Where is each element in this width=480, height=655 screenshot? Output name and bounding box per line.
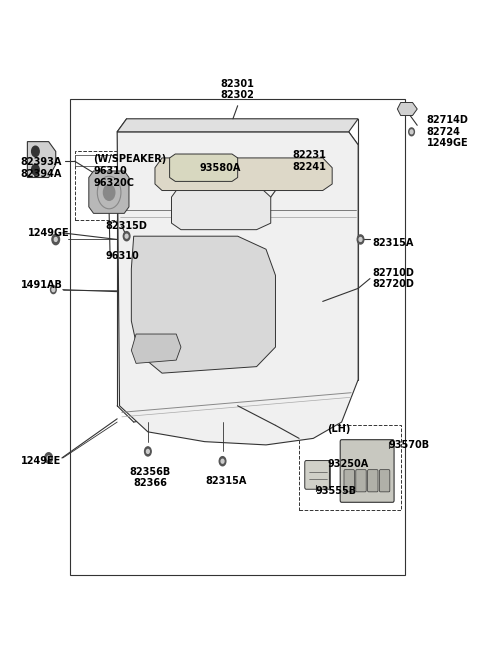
Text: 82356B
82366: 82356B 82366 [130, 467, 171, 489]
Text: 93555B: 93555B [316, 485, 357, 496]
Circle shape [123, 232, 130, 241]
FancyBboxPatch shape [211, 160, 225, 178]
Text: 1491AB: 1491AB [21, 280, 62, 290]
Circle shape [32, 146, 39, 157]
Circle shape [32, 164, 39, 175]
Circle shape [219, 457, 226, 466]
FancyBboxPatch shape [305, 460, 330, 489]
FancyBboxPatch shape [194, 160, 208, 178]
Circle shape [410, 130, 413, 134]
Polygon shape [117, 119, 358, 132]
Text: 82710D
82720D: 82710D 82720D [372, 268, 414, 290]
Polygon shape [27, 141, 56, 178]
Circle shape [54, 238, 57, 242]
Polygon shape [155, 158, 332, 191]
Polygon shape [132, 334, 181, 364]
Polygon shape [169, 154, 238, 181]
Circle shape [125, 234, 128, 238]
Polygon shape [397, 102, 417, 115]
Text: 1249EE: 1249EE [22, 456, 62, 466]
FancyBboxPatch shape [368, 470, 378, 492]
Circle shape [52, 288, 55, 291]
Text: 93570B: 93570B [389, 440, 430, 450]
Circle shape [409, 128, 414, 136]
Text: 82315A: 82315A [205, 476, 247, 486]
FancyBboxPatch shape [178, 160, 192, 178]
Polygon shape [132, 236, 276, 373]
Circle shape [45, 453, 52, 463]
Text: 82714D
82724
1249GE: 82714D 82724 1249GE [427, 115, 468, 149]
Text: 82301
82302: 82301 82302 [221, 79, 254, 100]
FancyBboxPatch shape [75, 155, 132, 166]
Circle shape [359, 238, 362, 242]
Text: 82315D: 82315D [105, 221, 147, 231]
Text: (LH): (LH) [327, 424, 351, 434]
Text: (W/SPEAKER)
96310
96320C: (W/SPEAKER) 96310 96320C [94, 155, 167, 187]
Text: 1249GE: 1249GE [28, 228, 70, 238]
Circle shape [357, 235, 364, 244]
Circle shape [104, 185, 115, 200]
Circle shape [52, 234, 60, 245]
FancyBboxPatch shape [356, 470, 366, 492]
Circle shape [146, 449, 149, 453]
Circle shape [47, 456, 50, 460]
Text: 96310: 96310 [105, 251, 139, 261]
Text: 82231
82241: 82231 82241 [292, 151, 326, 172]
Text: 93250A: 93250A [327, 459, 369, 470]
Polygon shape [117, 132, 358, 445]
Text: 93580A: 93580A [200, 162, 241, 173]
Circle shape [50, 286, 56, 293]
FancyBboxPatch shape [379, 470, 390, 492]
Polygon shape [171, 184, 271, 230]
Circle shape [221, 459, 224, 463]
FancyBboxPatch shape [344, 470, 354, 492]
Circle shape [144, 447, 151, 456]
FancyBboxPatch shape [340, 440, 394, 502]
Text: 82393A
82394A: 82393A 82394A [21, 157, 62, 179]
Polygon shape [89, 171, 129, 214]
Text: 82315A: 82315A [372, 238, 414, 248]
